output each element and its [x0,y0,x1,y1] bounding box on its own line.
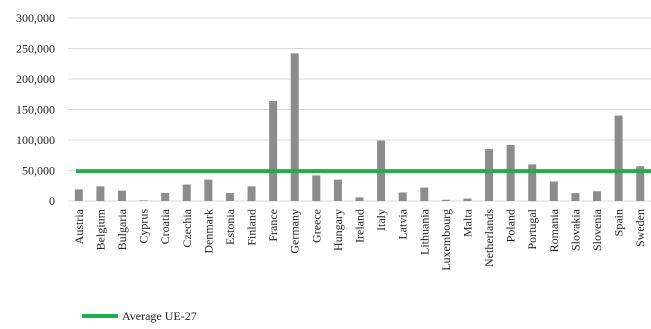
x-tick-label: Italy [374,209,388,231]
bar [117,190,126,201]
bars [74,53,645,201]
x-tick-label: Portugal [525,208,539,249]
x-tick-label: Austria [72,208,86,244]
x-tick-label: Greece [309,209,323,243]
y-tick-label: 300,000 [16,11,55,25]
bar [269,100,278,201]
bar [74,189,83,201]
x-tick-label: Romania [547,208,561,252]
x-tick-label: Croatia [158,208,172,244]
x-tick-label: Slovenia [590,208,604,251]
bar [161,193,170,201]
bar [355,197,364,201]
bar [290,53,299,201]
y-tick-label: 50,000 [22,164,55,178]
legend-label: Average UE-27 [122,309,197,323]
y-tick-label: 200,000 [16,72,55,86]
legend: Average UE-27 [82,309,197,323]
x-tick-label: Sweden [633,209,647,247]
x-tick-label: Slovakia [568,208,582,251]
y-tick-label: 250,000 [16,42,55,56]
bar [593,191,602,201]
x-tick-label: Poland [504,209,518,242]
bar [247,186,256,201]
x-tick-label: Denmark [201,209,215,254]
x-tick-label: Ireland [353,209,367,243]
bar [485,149,494,201]
bar [96,186,105,201]
x-tick-label: France [266,209,280,242]
bar [420,187,429,201]
y-axis-tick-labels: 0 50,000 100,000 150,000 200,000 250,000 300,0… [16,11,55,208]
bar [463,198,472,201]
bar [333,179,342,201]
bar [614,115,623,201]
bar [225,193,234,201]
x-tick-label: Cyprus [137,209,151,244]
y-tick-label: 0 [49,194,55,208]
x-tick-label: Lithuania [417,208,431,255]
bar [549,181,558,201]
bar [182,184,191,201]
x-tick-label: Luxembourg [439,209,453,271]
x-tick-label: Netherlands [482,209,496,267]
bar [204,179,213,201]
bar [441,199,450,201]
y-tick-label: 150,000 [16,103,55,117]
x-tick-label: Bulgaria [115,208,129,250]
y-tick-label: 100,000 [16,133,55,147]
x-tick-label: Belgium [93,208,107,250]
bar [571,193,580,201]
x-axis-tick-labels: Austria Belgium Bulgaria Cyprus Croatia Czech… [72,208,647,270]
bar [528,164,537,201]
bar [398,192,407,201]
x-tick-label: Estonia [223,208,237,245]
bar [312,175,321,201]
x-tick-label: Malta [460,208,474,237]
bar [139,200,148,201]
x-tick-label: Czechia [180,208,194,247]
x-tick-label: Spain [612,209,626,236]
bar [636,166,645,201]
x-tick-label: Latvia [396,208,410,239]
x-tick-label: Hungary [331,209,345,251]
gridlines [68,17,651,202]
x-tick-label: Finland [245,209,259,246]
x-tick-label: Germany [288,209,302,254]
